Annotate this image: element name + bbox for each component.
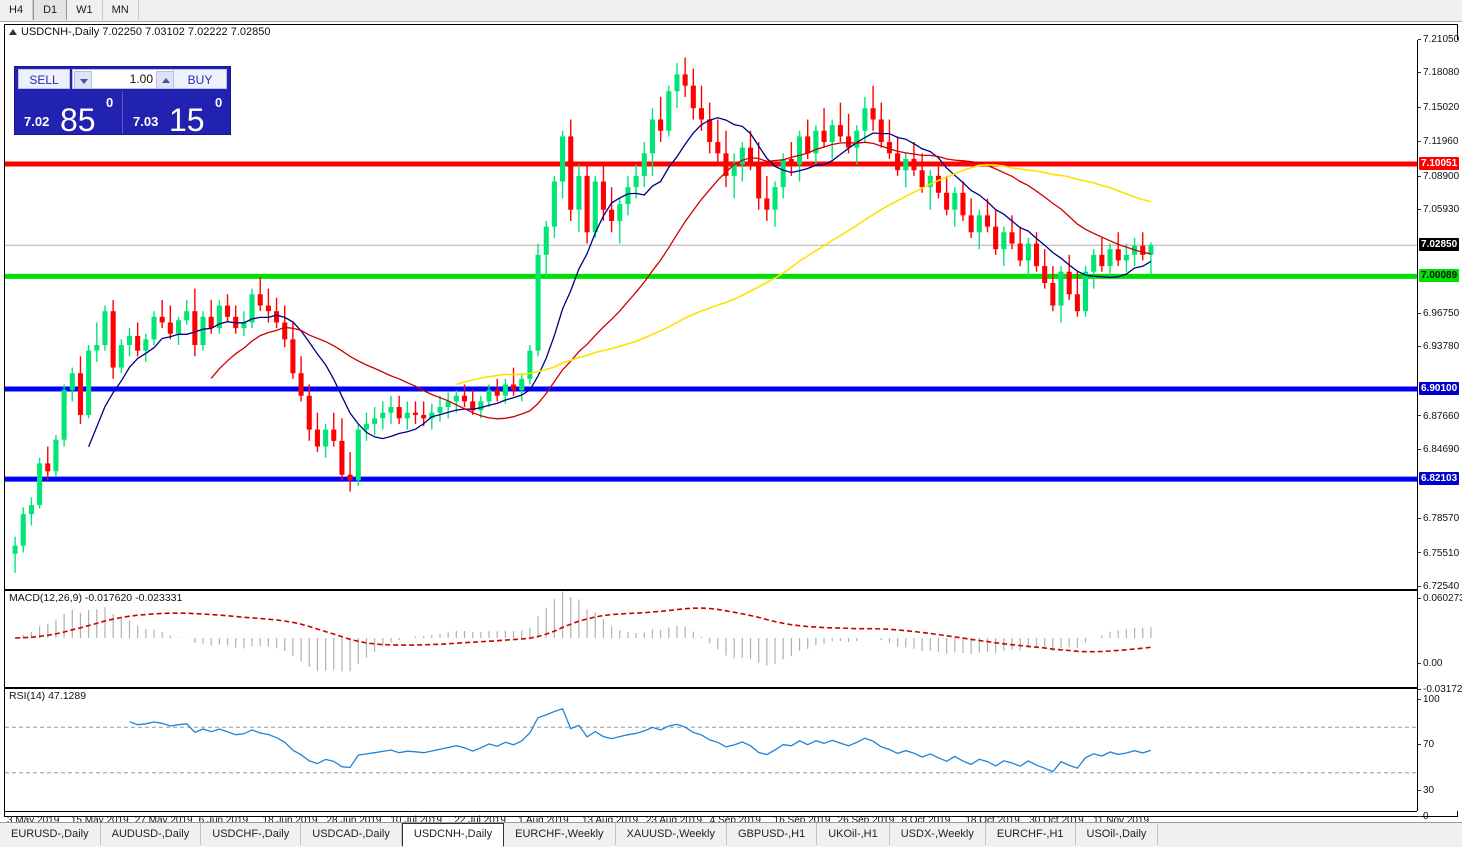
- timeframe-w1[interactable]: W1: [67, 0, 103, 20]
- macd-plot: [15, 591, 1152, 672]
- sell-button[interactable]: SELL: [18, 69, 70, 89]
- collapse-triangle-icon[interactable]: [9, 29, 17, 36]
- rsi-axis-tick: 30: [1418, 785, 1434, 796]
- chart-window[interactable]: USDCNH-,Daily 7.02250 7.03102 7.02222 7.…: [4, 24, 1462, 826]
- date-tick: 13 Aug 2019: [582, 815, 639, 826]
- rsi-axis-tick: 100: [1418, 694, 1440, 705]
- tab-ukoilh1[interactable]: UKOil-,H1: [817, 823, 890, 845]
- price-marker-blue[interactable]: 6.90100: [1419, 381, 1460, 395]
- price-tick: 7.21050: [1418, 34, 1459, 45]
- date-tick: 1 Aug 2019: [518, 815, 569, 826]
- tab-usdxweekly[interactable]: USDX-,Weekly: [890, 823, 986, 845]
- date-tick: 18 Jun 2019: [262, 815, 318, 826]
- date-tick: 28 Jun 2019: [326, 815, 382, 826]
- rsi-axis-tick: 0: [1418, 811, 1429, 822]
- macd-axis-tick: 0.00: [1418, 658, 1442, 669]
- buy-price-quote[interactable]: 7.03 15 0: [125, 92, 231, 138]
- tab-eurchfh1[interactable]: EURCHF-,H1: [986, 823, 1076, 845]
- date-axis: 3 May 2019 15 May 2019 27 May 2019 6 Jun 20…: [5, 811, 1417, 829]
- buy-price-prefix: 7.03: [133, 114, 159, 129]
- macd-axis-tick: -0.031725: [1418, 684, 1462, 695]
- volume-increment-button[interactable]: [156, 71, 174, 89]
- trade-panel-top: SELL 1.00 BUY: [15, 67, 230, 91]
- rsi-pane[interactable]: RSI(14) 47.1289: [5, 687, 1417, 811]
- price-tick: 7.15020: [1418, 102, 1459, 113]
- macd-pane[interactable]: MACD(12,26,9) -0.017620 -0.023331: [5, 589, 1417, 685]
- chevron-down-icon: [80, 79, 88, 84]
- timeframe-mn[interactable]: MN: [103, 0, 139, 20]
- sell-price-fraction: 0: [106, 95, 114, 110]
- date-tick: 16 Sep 2019: [773, 815, 831, 826]
- price-tick: 7.08900: [1418, 171, 1459, 182]
- tab-usoildaily[interactable]: USOil-,Daily: [1076, 823, 1159, 845]
- price-tick: 6.72540: [1418, 581, 1459, 592]
- tab-gbpusdh1[interactable]: GBPUSD-,H1: [727, 823, 818, 845]
- price-tick: 6.78570: [1418, 513, 1459, 524]
- timeframe-d1[interactable]: D1: [33, 0, 68, 20]
- volume-value: 1.00: [129, 72, 153, 86]
- date-tick: 15 May 2019: [70, 815, 129, 826]
- macd-label: MACD(12,26,9) -0.017620 -0.023331: [9, 592, 183, 604]
- price-tick: 6.87660: [1418, 411, 1459, 422]
- price-tick: 7.18080: [1418, 67, 1459, 78]
- price-tick: 6.84690: [1418, 444, 1459, 455]
- chart-header-text: USDCNH-,Daily 7.02250 7.03102 7.02222 7.…: [21, 26, 271, 38]
- date-tick: 18 Oct 2019: [965, 815, 1020, 826]
- price-marker-blue[interactable]: 6.82103: [1419, 472, 1460, 486]
- date-tick: 3 May 2019: [7, 815, 60, 826]
- one-click-trade-panel[interactable]: SELL 1.00 BUY 7.02 85 0 7.03: [14, 66, 231, 138]
- buy-price-fraction: 0: [215, 95, 223, 110]
- tab-eurchfweekly[interactable]: EURCHF-,Weekly: [504, 823, 616, 845]
- date-tick: 27 May 2019: [134, 815, 193, 826]
- date-tick: 26 Sep 2019: [837, 815, 895, 826]
- buy-button[interactable]: BUY: [173, 69, 227, 89]
- price-axis[interactable]: 7.21050 7.18080 7.15020 7.11960 7.08900 7.059…: [1417, 34, 1462, 822]
- date-tick: 11 Nov 2019: [1093, 815, 1150, 826]
- price-tick: 6.93780: [1418, 341, 1459, 352]
- price-tick: 6.96750: [1418, 308, 1459, 319]
- date-tick: 10 Jul 2019: [390, 815, 443, 826]
- price-marker-red[interactable]: 7.10051: [1419, 157, 1460, 171]
- tab-audusddaily[interactable]: AUDUSD-,Daily: [101, 823, 202, 845]
- tab-usdcnhdaily[interactable]: USDCNH-,Daily: [401, 823, 505, 847]
- date-tick: 8 Oct 2019: [901, 815, 951, 826]
- date-tick: 23 Aug 2019: [645, 815, 703, 826]
- tab-usdcaddaily[interactable]: USDCAD-,Daily: [301, 823, 402, 845]
- price-marker-green[interactable]: 7.00089: [1419, 269, 1460, 283]
- tab-xauusdweekly[interactable]: XAUUSD-,Weekly: [616, 823, 727, 845]
- rsi-plot: [5, 707, 1417, 774]
- candlestick-plot: [5, 57, 1417, 573]
- date-tick: 4 Sep 2019: [709, 815, 761, 826]
- macd-axis-tick: 0.060273: [1418, 593, 1462, 604]
- chart-tab-bar[interactable]: EURUSD-,Daily AUDUSD-,Daily USDCHF-,Daily U…: [0, 822, 1462, 847]
- volume-input[interactable]: 1.00: [72, 69, 176, 89]
- chevron-up-icon: [162, 78, 170, 83]
- sell-price-prefix: 7.02: [24, 114, 50, 129]
- tab-usdchfdaily[interactable]: USDCHF-,Daily: [201, 823, 302, 845]
- rsi-axis-tick: 70: [1418, 739, 1434, 750]
- volume-decrement-button[interactable]: [74, 71, 92, 89]
- price-marker-black[interactable]: 7.02850: [1419, 238, 1460, 252]
- date-tick: 22 Jul 2019: [454, 815, 506, 826]
- sell-price-quote[interactable]: 7.02 85 0: [16, 92, 123, 138]
- chart-header: USDCNH-,Daily 7.02250 7.03102 7.02222 7.…: [5, 25, 271, 40]
- price-tick: 7.05930: [1418, 204, 1459, 215]
- date-tick: 6 Jun 2019: [198, 815, 249, 826]
- price-tick: 7.11960: [1418, 136, 1458, 147]
- buy-price-pips: 15: [169, 102, 205, 138]
- sell-price-pips: 85: [60, 102, 96, 138]
- price-pane[interactable]: [5, 40, 1417, 587]
- timeframe-h4[interactable]: H4: [0, 0, 34, 20]
- date-tick: 30 Oct 2019: [1029, 815, 1084, 826]
- timeframe-toolbar: H4 D1 W1 MN: [0, 0, 1462, 22]
- rsi-label: RSI(14) 47.1289: [9, 690, 87, 702]
- tab-eurusddaily[interactable]: EURUSD-,Daily: [0, 823, 101, 845]
- price-tick: 6.75510: [1418, 548, 1459, 559]
